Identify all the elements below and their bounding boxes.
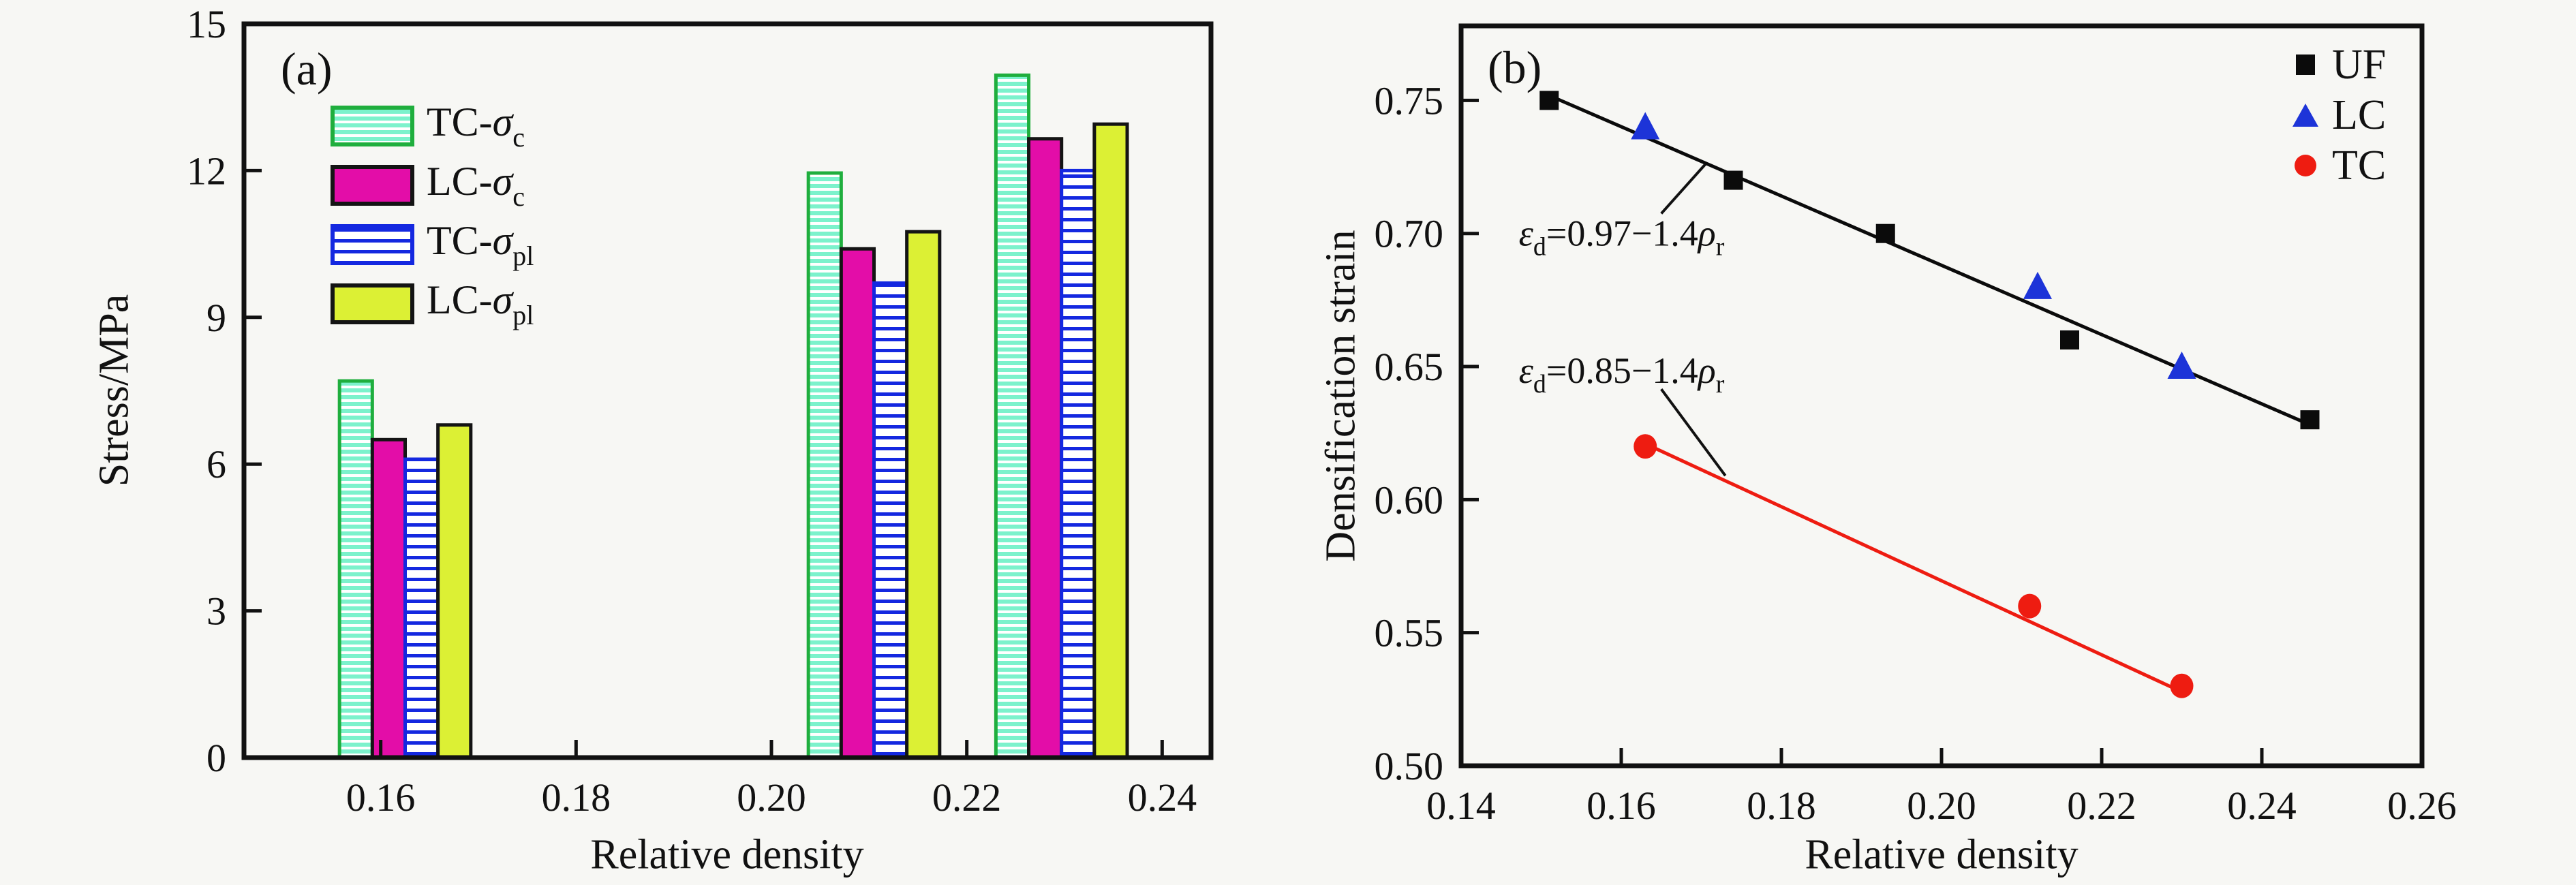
- marker-TC: [2170, 673, 2194, 698]
- x-tick-label: 0.22: [2067, 783, 2136, 828]
- legend-entry-lc-sigma-c: LC-σc: [331, 155, 534, 215]
- marker-UF: [1723, 170, 1743, 190]
- bar-LC-σc: [370, 437, 408, 760]
- panel-b-y-axis-title: Densification strain: [1317, 230, 1364, 562]
- bar-TC-σpl: [1060, 168, 1097, 760]
- bar-LC-σpl: [436, 423, 473, 760]
- fit-line-TC: [1644, 442, 2184, 694]
- legend-label: UF: [2332, 41, 2387, 88]
- legend-entry-tc: TC: [2287, 140, 2386, 191]
- legend-entry-lc: LC: [2287, 90, 2386, 140]
- plot-frame: [241, 21, 1214, 760]
- marker-TC: [2018, 593, 2042, 619]
- legend-label: LC-σc: [427, 158, 525, 212]
- swatch-tc-sigma-pl-icon: [331, 223, 414, 265]
- x-tick-label: 0.16: [1586, 783, 1656, 828]
- uf-marker-box: [2287, 55, 2324, 75]
- x-tick-label: 0.14: [1426, 783, 1496, 828]
- x-tick-label: 0.18: [542, 775, 611, 820]
- swatch-lc-sigma-c-icon: [331, 164, 414, 206]
- bar-LC-σpl: [1092, 122, 1129, 760]
- triangle-marker-icon: [2293, 104, 2318, 127]
- x-tick-label: 0.26: [2387, 783, 2457, 828]
- circle-marker-icon: [2295, 155, 2316, 176]
- bar-TC-σc: [806, 171, 843, 760]
- legend-label: TC-σc: [427, 99, 525, 153]
- swatch-lc-sigma-pl-icon: [331, 283, 414, 324]
- bar-LC-σc: [1027, 137, 1064, 760]
- bar-TC-σc: [994, 73, 1031, 760]
- x-tick-label: 0.16: [346, 775, 416, 820]
- x-tick-label: 0.22: [932, 775, 1002, 820]
- bar-TC-σpl: [872, 281, 909, 760]
- legend-entry-tc-sigma-c: TC-σc: [331, 96, 534, 155]
- equation-annotation-1: εd=0.85−1.4ρr: [1519, 350, 1725, 399]
- marker-UF: [2060, 330, 2079, 350]
- panel-a-legend: TC-σc LC-σc TC-σpl LC-σpl: [331, 96, 534, 333]
- marker-UF: [1875, 223, 1895, 243]
- lc-marker-box: [2287, 104, 2324, 127]
- marker-UF: [1539, 91, 1559, 110]
- marker-UF: [2300, 410, 2320, 430]
- y-tick-label: 0.70: [1375, 212, 1444, 256]
- y-tick-label: 0.75: [1375, 78, 1444, 123]
- y-tick-label: 0: [206, 736, 226, 780]
- y-tick-label: 0.60: [1375, 478, 1444, 522]
- y-tick-label: 0.50: [1375, 744, 1444, 788]
- y-tick-label: 0.65: [1375, 345, 1444, 389]
- y-tick-label: 0.55: [1375, 611, 1444, 655]
- marker-LC: [2023, 271, 2052, 299]
- equation-annotation-0: εd=0.97−1.4ρr: [1519, 213, 1725, 262]
- tc-marker-box: [2287, 155, 2324, 176]
- plot-frame: [1458, 23, 2425, 768]
- legend-entry-lc-sigma-pl: LC-σpl: [331, 274, 534, 333]
- marker-TC: [1634, 434, 1657, 459]
- panel-a-x-axis-title: Relative density: [590, 831, 864, 878]
- bar-LC-σc: [839, 247, 876, 760]
- marker-LC: [2167, 352, 2196, 379]
- panel-a-y-axis-title: Stress/MPa: [91, 294, 138, 487]
- legend-label: TC: [2332, 142, 2387, 189]
- x-tick-label: 0.24: [1128, 775, 1197, 820]
- legend-entry-uf: UF: [2287, 40, 2386, 90]
- bar-TC-σc: [337, 379, 374, 760]
- bar-TC-σpl: [403, 457, 440, 760]
- y-tick-label: 3: [206, 589, 226, 634]
- legend-label: TC-σpl: [427, 217, 534, 271]
- panel-b-letter: (b): [1488, 42, 1542, 93]
- swatch-tc-sigma-c-icon: [331, 105, 414, 146]
- panel-b-legend: UF LC TC: [2287, 40, 2386, 191]
- x-tick-label: 0.18: [1747, 783, 1816, 828]
- legend-label: LC-σpl: [427, 277, 534, 330]
- x-tick-label: 0.20: [737, 775, 806, 820]
- y-tick-label: 9: [206, 296, 226, 340]
- leader-line: [1660, 163, 1706, 215]
- panel-b-x-axis-title: Relative density: [1805, 831, 2079, 878]
- legend-entry-tc-sigma-pl: TC-σpl: [331, 215, 534, 274]
- panel-a-letter: (a): [281, 43, 333, 95]
- marker-LC: [1631, 112, 1660, 140]
- bar-LC-σpl: [905, 230, 942, 760]
- legend-label: LC: [2332, 91, 2387, 138]
- x-tick-label: 0.24: [2227, 783, 2297, 828]
- leader-line: [1660, 388, 1727, 477]
- square-marker-icon: [2296, 55, 2315, 75]
- x-tick-label: 0.20: [1907, 783, 1976, 828]
- y-tick-label: 15: [187, 2, 226, 46]
- y-tick-label: 12: [187, 149, 226, 193]
- y-tick-label: 6: [206, 442, 226, 486]
